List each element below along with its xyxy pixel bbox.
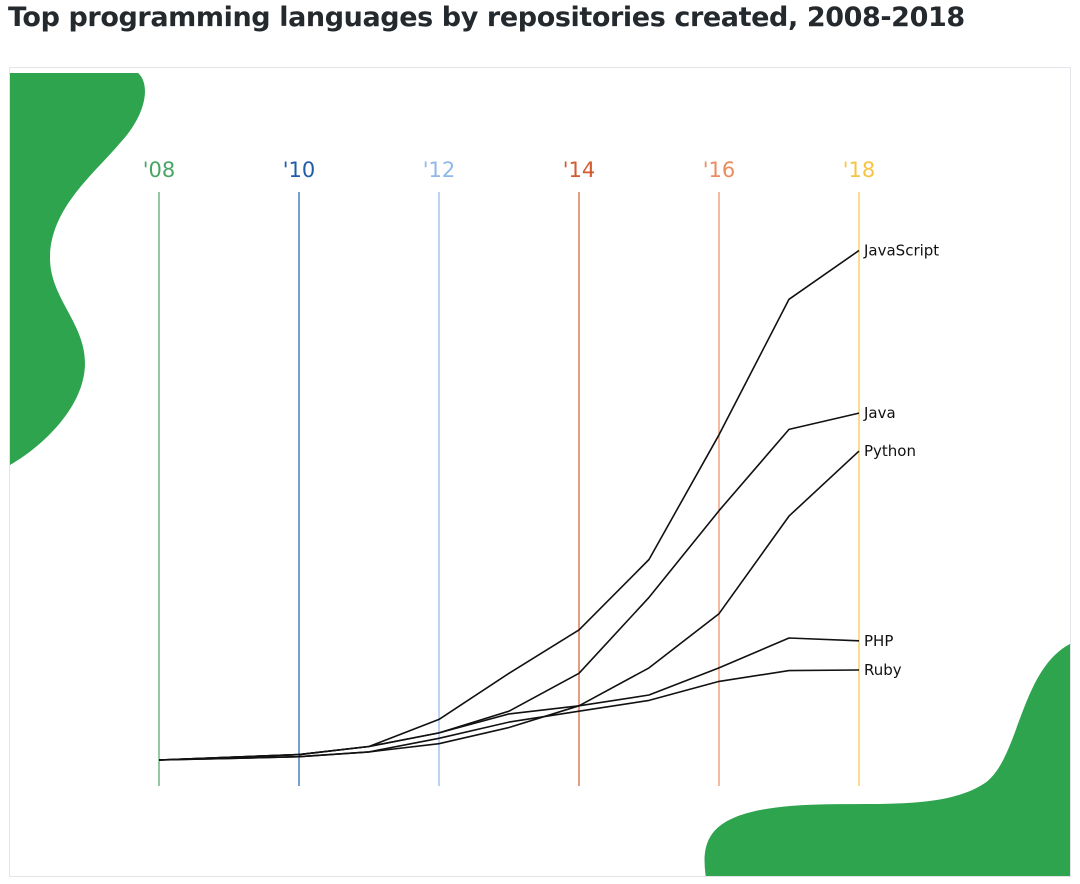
year-label-2016: '16 — [703, 158, 736, 182]
series-line-java — [158, 412, 860, 761]
year-label-2010: '10 — [283, 158, 316, 182]
decorative-blob-top-left — [10, 73, 145, 465]
year-label-2012: '12 — [423, 158, 456, 182]
series-label-ruby: Ruby — [864, 661, 902, 679]
series-line-javascript — [158, 249, 860, 761]
chart-title: Top programming languages by repositorie… — [8, 2, 965, 33]
year-label-2018: '18 — [843, 158, 876, 182]
series-line-ruby — [158, 669, 860, 761]
decorative-blob-bottom-right — [704, 644, 1070, 876]
series-line-php — [158, 637, 860, 761]
chart-frame: '08 '10 '12 '14 '16 '18 JavaScript Java Python P… — [9, 67, 1071, 877]
series-label-java: Java — [863, 404, 896, 422]
series-label-javascript: JavaScript — [863, 242, 939, 260]
series-label-python: Python — [864, 442, 916, 460]
series-label-php: PHP — [864, 632, 893, 650]
line-chart: '08 '10 '12 '14 '16 '18 JavaScript Java Python P… — [10, 73, 1070, 876]
year-label-2008: '08 — [143, 158, 176, 182]
year-label-2014: '14 — [563, 158, 596, 182]
